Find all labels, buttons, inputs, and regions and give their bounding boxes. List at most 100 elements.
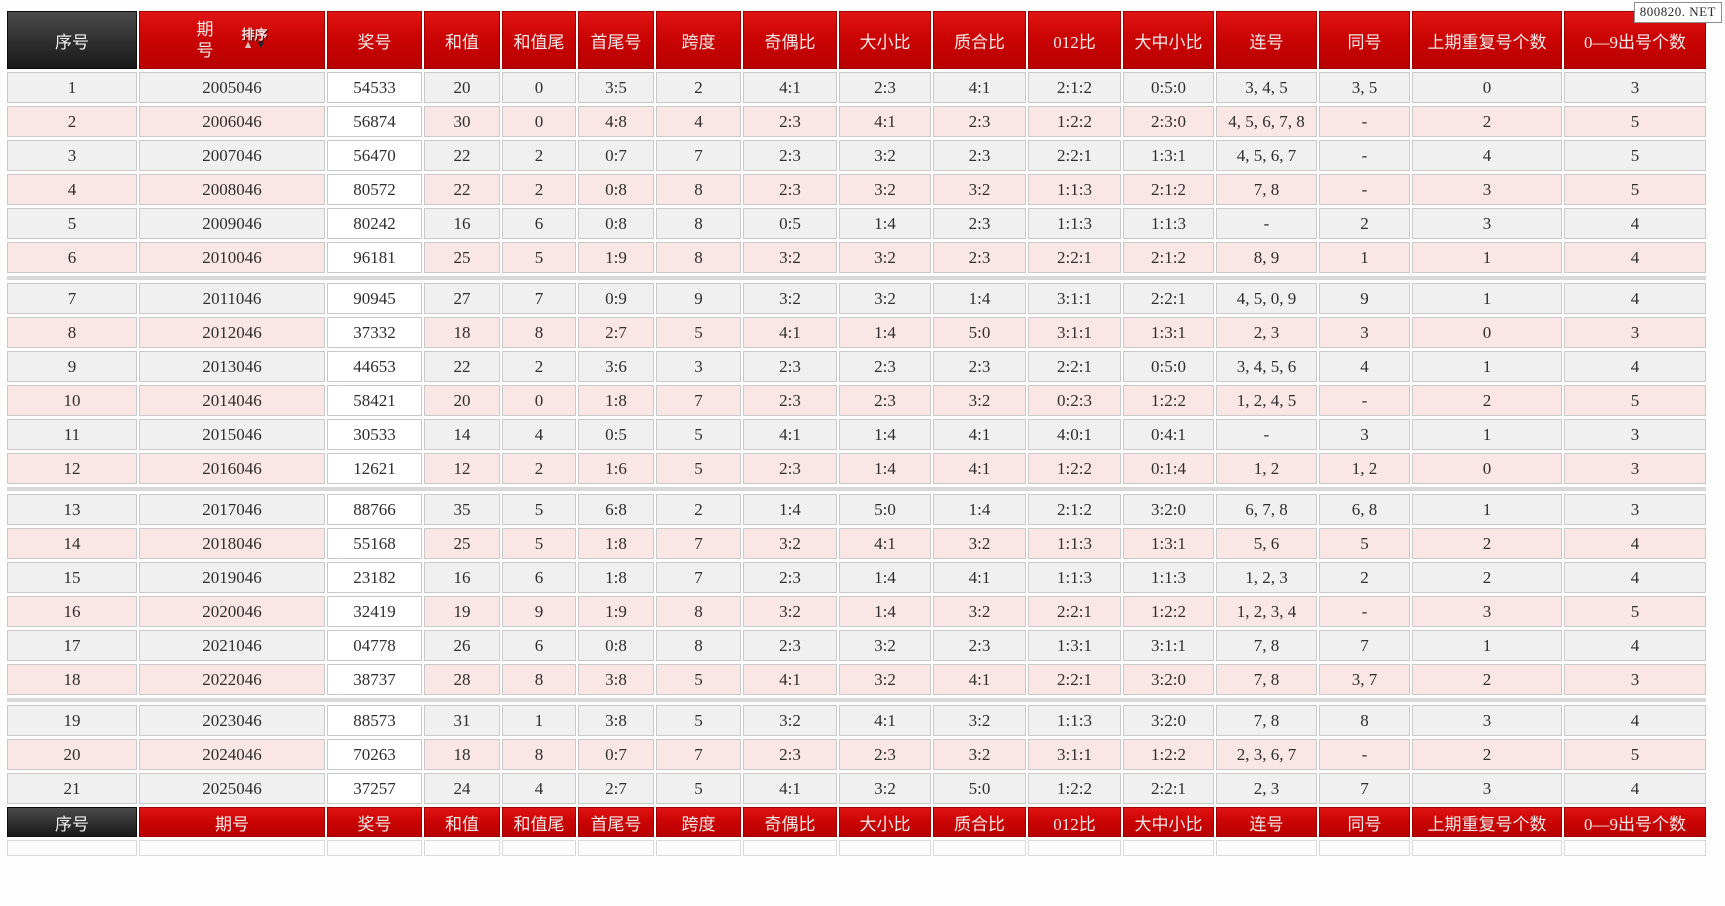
sum-tail-cell: 1 <box>502 705 576 736</box>
digit-count-cell: 4 <box>1564 283 1706 314</box>
sum-cell: 22 <box>424 174 500 205</box>
prize-number-cell: 80572 <box>327 174 422 205</box>
same-numbers-cell: - <box>1319 739 1410 770</box>
period-cell: 2006046 <box>139 106 325 137</box>
sum-tail-cell: 6 <box>502 562 576 593</box>
col-header-7: 奇偶比 <box>743 11 837 69</box>
repeat-count-cell: 2 <box>1412 664 1562 695</box>
min-max-cell: 0:8 <box>578 208 654 239</box>
prize-number-cell: 54533 <box>327 72 422 103</box>
digit-count-cell: 4 <box>1564 208 1706 239</box>
table-row: 10 2014046 58421 20 0 1:8 7 2:3 2:3 3:2 0:2:3 1:2:2… <box>7 385 1706 416</box>
sum-cell: 30 <box>424 106 500 137</box>
col-header-3: 和值 <box>424 11 500 69</box>
col-header-5: 首尾号 <box>578 807 654 837</box>
same-numbers-cell: 6, 8 <box>1319 494 1410 525</box>
min-max-cell: 1:8 <box>578 528 654 559</box>
min-max-cell: 0:5 <box>578 419 654 450</box>
sort-label: 排序 <box>241 27 268 42</box>
table-row: 6 2010046 96181 25 5 1:9 8 3:2 3:2 2:3 2:2:1 2:1:2 8… <box>7 242 1706 273</box>
big-mid-small-ratio-cell: 1:3:1 <box>1123 140 1214 171</box>
table-row: 15 2019046 23182 16 6 1:8 7 2:3 1:4 4:1 1:1:3 1:1:3… <box>7 562 1706 593</box>
table-row: 18 2022046 38737 28 8 3:8 5 4:1 3:2 4:1 2:2:1 3:2:0… <box>7 664 1706 695</box>
consecutive-numbers-cell: 2, 3 <box>1216 317 1317 348</box>
table-row: 8 2012046 37332 18 8 2:7 5 4:1 1:4 5:0 3:1:1 1:3:1 2… <box>7 317 1706 348</box>
col-header-7: 奇偶比 <box>743 807 837 837</box>
serial-cell: 7 <box>7 283 137 314</box>
table-row: 3 2007046 56470 22 2 0:7 7 2:3 3:2 2:3 2:2:1 1:3:1 4… <box>7 140 1706 171</box>
digit-count-cell: 5 <box>1564 385 1706 416</box>
prize-number-cell: 88766 <box>327 494 422 525</box>
digit-count-cell: 3 <box>1564 494 1706 525</box>
table-row: 13 2017046 88766 35 5 6:8 2 1:4 5:0 1:4 2:1:2 3:2:0… <box>7 494 1706 525</box>
digit-count-cell: 3 <box>1564 317 1706 348</box>
header-row: 序号 期号 排序 ▲ ▼ 奖号 和值 和值尾 首尾号 跨度 奇偶比 大小比 质合比 012比 大中小比 连号同… <box>7 11 1706 69</box>
col-header-3: 和值 <box>424 807 500 837</box>
serial-cell: 9 <box>7 351 137 382</box>
big-mid-small-ratio-cell: 2:2:1 <box>1123 773 1214 804</box>
period-cell: 2012046 <box>139 317 325 348</box>
partial-cell <box>839 840 931 856</box>
min-max-cell: 4:8 <box>578 106 654 137</box>
repeat-count-cell: 0 <box>1412 453 1562 484</box>
big-mid-small-ratio-cell: 1:3:1 <box>1123 317 1214 348</box>
partial-cell <box>327 840 422 856</box>
same-numbers-cell: 3 <box>1319 419 1410 450</box>
period-cell: 2010046 <box>139 242 325 273</box>
lottery-table: 序号期号排序 ▲ ▼ 奖号 和值 和值尾 首尾号 跨度 奇偶比 大小比 质合比 012比 大中小比 连号同… <box>5 8 1708 859</box>
sort-ascending-icon[interactable]: ▲ <box>242 39 254 51</box>
sum-cell: 25 <box>424 242 500 273</box>
serial-cell: 17 <box>7 630 137 661</box>
same-numbers-cell: 2 <box>1319 208 1410 239</box>
ratio-012-cell: 1:1:3 <box>1028 528 1121 559</box>
min-max-cell: 1:9 <box>578 242 654 273</box>
period-cell: 2022046 <box>139 664 325 695</box>
ratio-012-cell: 1:2:2 <box>1028 453 1121 484</box>
prize-number-cell: 37332 <box>327 317 422 348</box>
span-cell: 3 <box>656 351 741 382</box>
sort-descending-icon[interactable]: ▼ <box>255 39 267 51</box>
big-small-ratio-cell: 1:4 <box>839 562 931 593</box>
digit-count-cell: 3 <box>1564 664 1706 695</box>
prime-composite-ratio-cell: 2:3 <box>933 630 1026 661</box>
big-small-ratio-cell: 3:2 <box>839 283 931 314</box>
col-header-13: 同号 <box>1319 807 1410 837</box>
serial-cell: 12 <box>7 453 137 484</box>
sort-arrows[interactable]: ▲ ▼ <box>243 40 267 51</box>
sort-control[interactable]: 排序 ▲ ▼ <box>241 27 268 51</box>
consecutive-numbers-cell: 4, 5, 6, 7, 8 <box>1216 106 1317 137</box>
serial-cell: 3 <box>7 140 137 171</box>
sum-cell: 31 <box>424 705 500 736</box>
col-header-period[interactable]: 期号 排序 ▲ ▼ <box>139 11 325 69</box>
consecutive-numbers-cell: 1, 2, 4, 5 <box>1216 385 1317 416</box>
sum-tail-cell: 6 <box>502 630 576 661</box>
partial-cell <box>7 840 137 856</box>
table-row: 9 2013046 44653 22 2 3:6 3 2:3 2:3 2:3 2:2:1 0:5:0 3… <box>7 351 1706 382</box>
period-cell: 2017046 <box>139 494 325 525</box>
min-max-cell: 0:9 <box>578 283 654 314</box>
prime-composite-ratio-cell: 5:0 <box>933 773 1026 804</box>
partial-cell <box>743 840 837 856</box>
ratio-012-cell: 2:1:2 <box>1028 72 1121 103</box>
consecutive-numbers-cell: 8, 9 <box>1216 242 1317 273</box>
sum-cell: 16 <box>424 208 500 239</box>
partial-cell <box>578 840 654 856</box>
table-row: 2 2006046 56874 30 0 4:8 4 2:3 4:1 2:3 1:2:2 2:3:0 4… <box>7 106 1706 137</box>
sum-tail-cell: 2 <box>502 140 576 171</box>
prize-number-cell: 90945 <box>327 283 422 314</box>
table-row: 16 2020046 32419 19 9 1:9 8 3:2 1:4 3:2 2:2:1 1:2:2… <box>7 596 1706 627</box>
odd-even-ratio-cell: 4:1 <box>743 664 837 695</box>
min-max-cell: 1:8 <box>578 385 654 416</box>
prime-composite-ratio-cell: 2:3 <box>933 208 1026 239</box>
col-header-14: 上期重复号个数 <box>1412 11 1562 69</box>
odd-even-ratio-cell: 4:1 <box>743 72 837 103</box>
consecutive-numbers-cell: 1, 2 <box>1216 453 1317 484</box>
same-numbers-cell: 7 <box>1319 630 1410 661</box>
partial-cell <box>502 840 576 856</box>
ratio-012-cell: 3:1:1 <box>1028 739 1121 770</box>
same-numbers-cell: 1 <box>1319 242 1410 273</box>
consecutive-numbers-cell: 7, 8 <box>1216 705 1317 736</box>
prime-composite-ratio-cell: 1:4 <box>933 283 1026 314</box>
ratio-012-cell: 4:0:1 <box>1028 419 1121 450</box>
